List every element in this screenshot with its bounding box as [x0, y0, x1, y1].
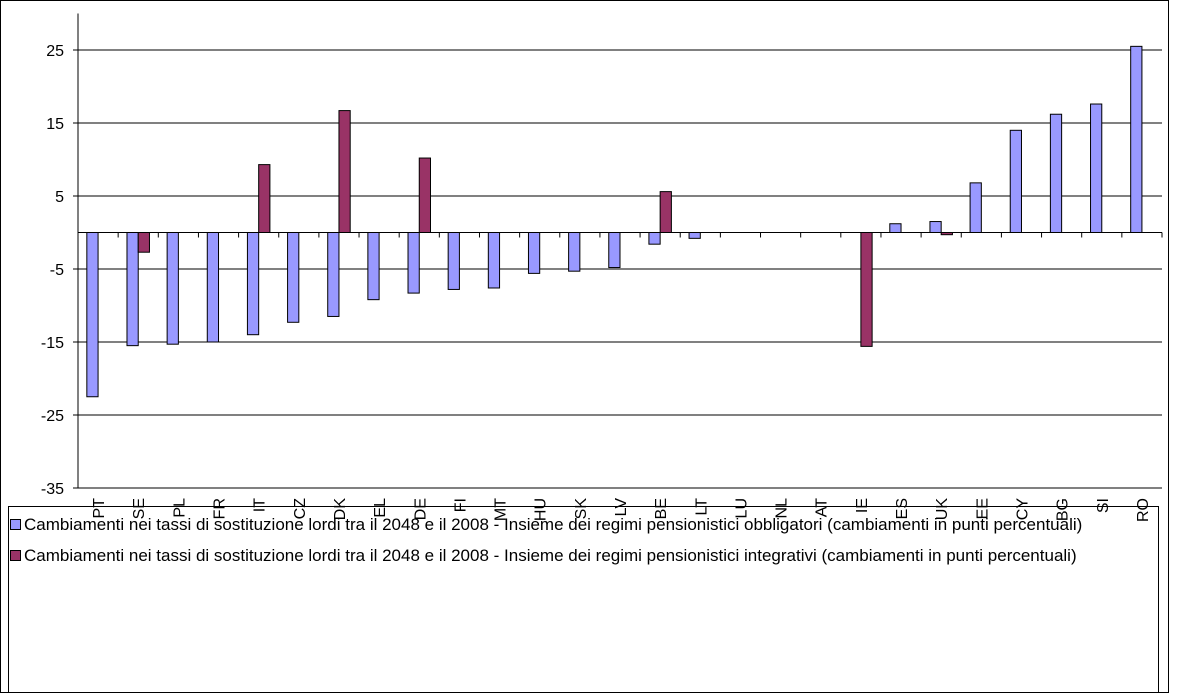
x-tick-label: IT [252, 498, 269, 512]
bar [418, 157, 432, 233]
x-tick-label: SK [573, 498, 590, 520]
bar [608, 232, 621, 269]
bar [688, 232, 701, 239]
x-tick-label: RO [1135, 498, 1152, 522]
bar [860, 232, 873, 347]
x-tick-label: AT [814, 498, 831, 517]
legend: Cambiamenti nei tassi di sostituzione lo… [10, 512, 1150, 574]
legend-label: Cambiamenti nei tassi di sostituzione lo… [24, 515, 1083, 534]
bar [367, 232, 380, 301]
legend-item: Cambiamenti nei tassi di sostituzione lo… [10, 543, 1150, 568]
bar [568, 232, 581, 272]
x-tick-label: PL [171, 498, 188, 518]
bar [659, 191, 672, 233]
bar [527, 232, 541, 274]
x-tick-label: DK [332, 498, 349, 521]
bar [126, 232, 139, 347]
x-tick-label: EL [372, 498, 389, 518]
x-tick-label: FR [212, 498, 229, 519]
y-tick-label: 15 [46, 116, 64, 133]
y-tick-label: 25 [46, 43, 64, 60]
legend-label: Cambiamenti nei tassi di sostituzione lo… [24, 546, 1077, 565]
x-tick-label: CY [1014, 498, 1031, 521]
bar [487, 232, 501, 289]
x-tick-label: DE [412, 498, 429, 520]
y-tick-label: -25 [41, 408, 64, 425]
x-tick-label: HU [533, 498, 550, 521]
bar [206, 232, 220, 343]
y-tick-label: -5 [50, 262, 64, 279]
bar [929, 221, 942, 234]
bar [648, 232, 661, 245]
x-tick-label: MT [493, 498, 510, 521]
bar [447, 232, 460, 290]
x-tick-label: CZ [292, 498, 309, 520]
legend-swatch [10, 550, 21, 561]
bar [889, 223, 902, 234]
x-tick-label: UK [934, 498, 951, 521]
bar [338, 110, 351, 233]
bar [1049, 113, 1063, 233]
bar [969, 182, 982, 233]
bar [327, 232, 340, 317]
legend-item: Cambiamenti nei tassi di sostituzione lo… [10, 512, 1150, 537]
x-tick-label: NL [774, 498, 791, 519]
x-tick-label: FI [452, 498, 469, 512]
x-tick-label: BG [1055, 498, 1072, 521]
y-tick-label: -15 [41, 335, 64, 352]
x-tick-label: ES [894, 498, 911, 519]
bar [137, 232, 150, 253]
bar [1009, 129, 1022, 233]
x-tick-label: EE [974, 498, 991, 519]
x-tick-label: SI [1095, 498, 1112, 513]
x-tick-label: LT [693, 498, 710, 516]
y-tick-label: 5 [55, 189, 64, 206]
bar [1130, 45, 1143, 233]
x-tick-label: IE [854, 498, 871, 513]
bar [407, 232, 420, 294]
bar [940, 232, 953, 236]
legend-swatch [10, 519, 21, 530]
x-tick-label: PT [91, 498, 108, 519]
x-tick-label: LU [733, 498, 750, 518]
bar [1090, 103, 1103, 233]
bar [246, 232, 260, 336]
bar [166, 232, 179, 345]
x-tick-label: LV [613, 498, 630, 517]
y-tick-label: -35 [41, 481, 64, 498]
bar [258, 164, 271, 233]
bar [86, 232, 99, 398]
x-tick-label: BE [653, 498, 670, 519]
bar [287, 232, 300, 323]
x-tick-label: SE [131, 498, 148, 519]
